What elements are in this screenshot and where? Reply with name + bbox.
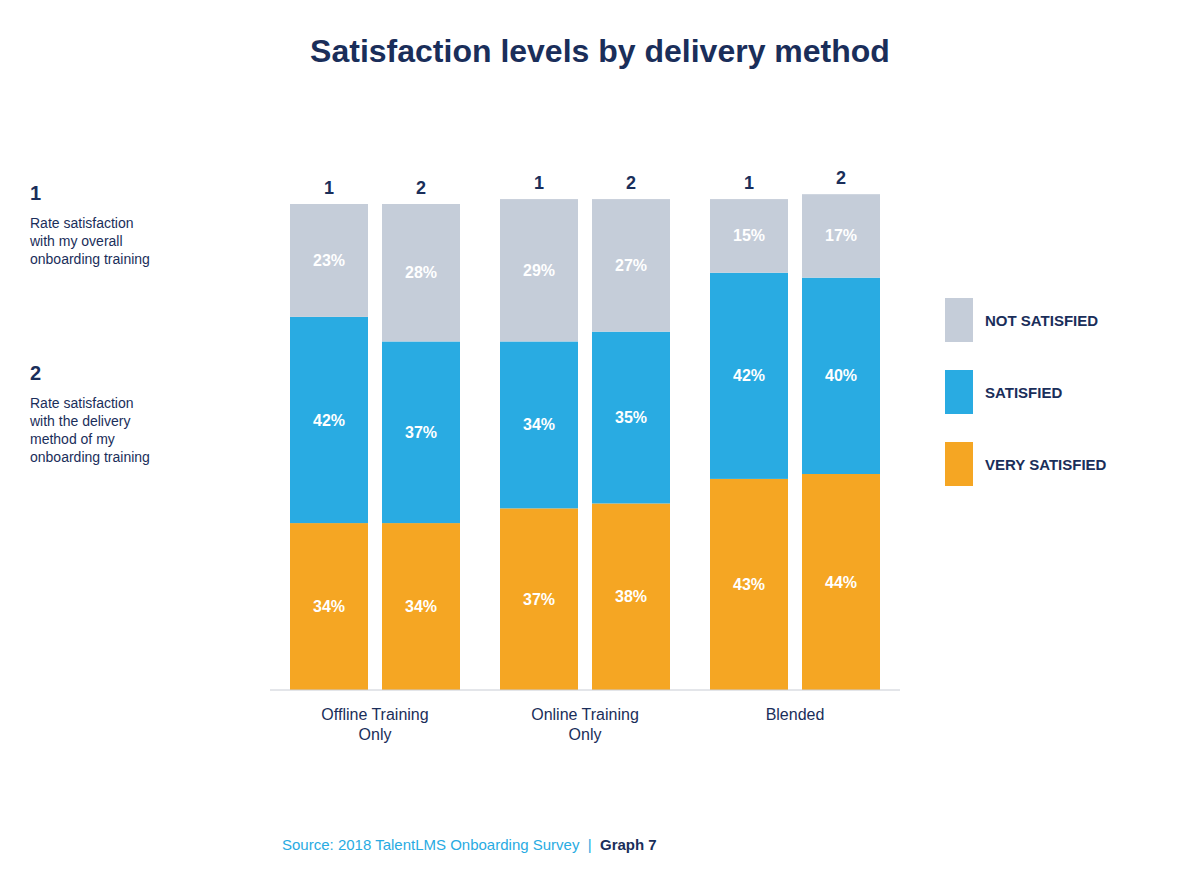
bar-label: 1 xyxy=(744,173,754,193)
text-line: with my overall xyxy=(29,233,123,249)
bar-segment xyxy=(290,523,368,690)
page: {"chart_data": { "type": "bar", "stacked… xyxy=(0,0,1200,881)
text-line: onboarding training xyxy=(30,251,150,267)
data-label: 37% xyxy=(405,424,437,441)
bar-segment xyxy=(592,332,670,504)
legend-label: SATISFIED xyxy=(985,384,1062,401)
bar-segment xyxy=(710,199,788,273)
category-label: Online Training Only xyxy=(531,706,639,743)
bar-segment xyxy=(290,317,368,523)
annotation-text: Rate satisfaction with the delivery method… xyxy=(29,395,150,465)
text-line: Only xyxy=(569,726,602,743)
data-label: 35% xyxy=(615,409,647,426)
bar-segment xyxy=(290,204,368,317)
data-label: 42% xyxy=(733,367,765,384)
legend-swatch xyxy=(945,370,973,414)
data-label: 17% xyxy=(825,227,857,244)
bar-segment xyxy=(382,523,460,690)
data-label: 28% xyxy=(405,264,437,281)
title: Satisfaction levels by delivery method xyxy=(310,33,890,69)
bar-segment xyxy=(592,503,670,690)
bar-segment xyxy=(382,341,460,523)
data-label: 37% xyxy=(523,591,555,608)
bar-segment xyxy=(500,508,578,690)
bar-segment xyxy=(710,479,788,690)
baseline xyxy=(270,690,900,691)
data-label: 34% xyxy=(523,416,555,433)
legend-label: NOT SATISFIED xyxy=(985,312,1098,329)
bar-label: 2 xyxy=(626,173,636,193)
bar-label: 1 xyxy=(324,178,334,198)
text-line: Blended xyxy=(766,706,825,723)
category-label: Blended xyxy=(766,706,825,723)
text-line: with the delivery xyxy=(29,413,130,429)
data-label: 34% xyxy=(405,598,437,615)
data-label: 29% xyxy=(523,262,555,279)
annotation-key: 1 xyxy=(30,182,41,204)
text-line: Online Training xyxy=(531,706,639,723)
data-label: 38% xyxy=(615,588,647,605)
category-label: Offline Training Only xyxy=(321,706,428,743)
annotation-key: 2 xyxy=(30,362,41,384)
bar-label: 1 xyxy=(534,173,544,193)
text-line: Rate satisfaction xyxy=(30,215,134,231)
data-labels: 34% 42% 23% 1 34% 37% 28% 2 37% 34% 29% 1 38% 35% 27% 2… xyxy=(313,168,857,615)
bar-segment xyxy=(592,199,670,332)
data-label: 40% xyxy=(825,367,857,384)
bars xyxy=(290,194,880,690)
bar-segment xyxy=(802,194,880,277)
bar-segment xyxy=(500,341,578,508)
text-line: onboarding training xyxy=(30,449,150,465)
text-line: Rate satisfaction xyxy=(30,395,134,411)
legend-label: VERY SATISFIED xyxy=(985,456,1107,473)
text-line: Only xyxy=(359,726,392,743)
data-label: 44% xyxy=(825,574,857,591)
text-line: method of my xyxy=(30,431,115,447)
bar-label: 2 xyxy=(836,168,846,188)
annotation-text: Rate satisfaction with my overall onboardi… xyxy=(29,215,150,267)
bar-label: 2 xyxy=(416,178,426,198)
bar-segment xyxy=(802,474,880,690)
legend-swatch xyxy=(945,298,973,342)
data-label: 43% xyxy=(733,576,765,593)
bar-segment xyxy=(710,273,788,479)
bar-segment xyxy=(802,278,880,474)
bar-segment xyxy=(500,199,578,341)
text-line: Offline Training xyxy=(321,706,428,723)
chart: Satisfaction levels by delivery method 34… xyxy=(0,0,1200,881)
data-label: 42% xyxy=(313,412,345,429)
data-label: 34% xyxy=(313,598,345,615)
legend: NOT SATISFIED SATISFIED VERY SATISFIED xyxy=(945,298,1107,486)
source-label: Graph 7 xyxy=(600,836,657,853)
legend-swatch xyxy=(945,442,973,486)
source: Source: 2018 TalentLMS Onboarding Survey… xyxy=(282,836,600,853)
data-label: 23% xyxy=(313,252,345,269)
data-label: 15% xyxy=(733,227,765,244)
bar-segment xyxy=(382,204,460,341)
data-label: 27% xyxy=(615,257,647,274)
